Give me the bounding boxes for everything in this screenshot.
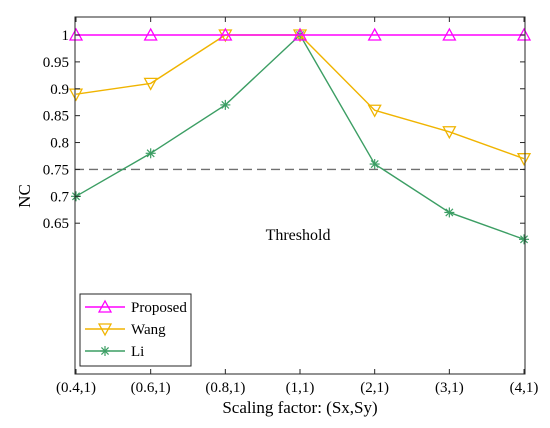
x-tick-label: (4,1) — [510, 380, 539, 396]
y-tick-label: 0.95 — [43, 55, 69, 71]
proposed-legend-label: Proposed — [131, 300, 187, 316]
wang-legend-label: Wang — [131, 322, 166, 338]
proposed-point — [143, 27, 158, 41]
li-legend-marker — [100, 346, 110, 356]
x-tick-label: (1,1) — [286, 380, 315, 396]
y-tick-label: 0.7 — [50, 189, 69, 205]
proposed-point — [442, 27, 457, 41]
wang-point — [367, 104, 382, 118]
wang-legend-marker — [97, 323, 113, 337]
x-tick-label: (0.4,1) — [56, 380, 96, 396]
proposed-legend-marker — [97, 299, 113, 313]
x-tick-label: (0.8,1) — [205, 380, 245, 396]
proposed-point — [218, 27, 233, 41]
wang-point — [516, 153, 532, 167]
li-point — [519, 234, 530, 245]
y-tick-label: 0.65 — [43, 216, 69, 232]
x-axis-title: Scaling factor: (Sx,Sy) — [222, 398, 377, 417]
li-point — [220, 99, 231, 110]
threshold-label: Threshold — [266, 227, 331, 244]
li-point — [369, 159, 380, 170]
y-tick-label: 1 — [62, 28, 70, 44]
y-tick-label: 0.8 — [50, 136, 69, 152]
li-legend-label: Li — [131, 344, 144, 360]
proposed-point — [292, 27, 308, 41]
wang-point — [143, 77, 158, 91]
legend: Proposed Wang Li — [79, 293, 192, 367]
wang-point — [442, 126, 457, 140]
x-tick-label: (2,1) — [360, 380, 389, 396]
wang-series-line — [75, 34, 525, 160]
legend-box — [79, 293, 192, 367]
y-tick-label: 0.9 — [50, 82, 69, 98]
y-axis-title: NC — [15, 184, 34, 208]
li-point — [145, 148, 156, 159]
y-tick-label: 0.85 — [43, 109, 69, 125]
li-point — [444, 207, 455, 218]
y-tick-label: 0.75 — [43, 162, 69, 178]
wang-point — [68, 88, 84, 102]
proposed-point — [367, 27, 382, 41]
li-series-line — [75, 33, 525, 240]
x-tick-label: (0.6,1) — [131, 380, 171, 396]
x-tick-label: (3,1) — [435, 380, 464, 396]
